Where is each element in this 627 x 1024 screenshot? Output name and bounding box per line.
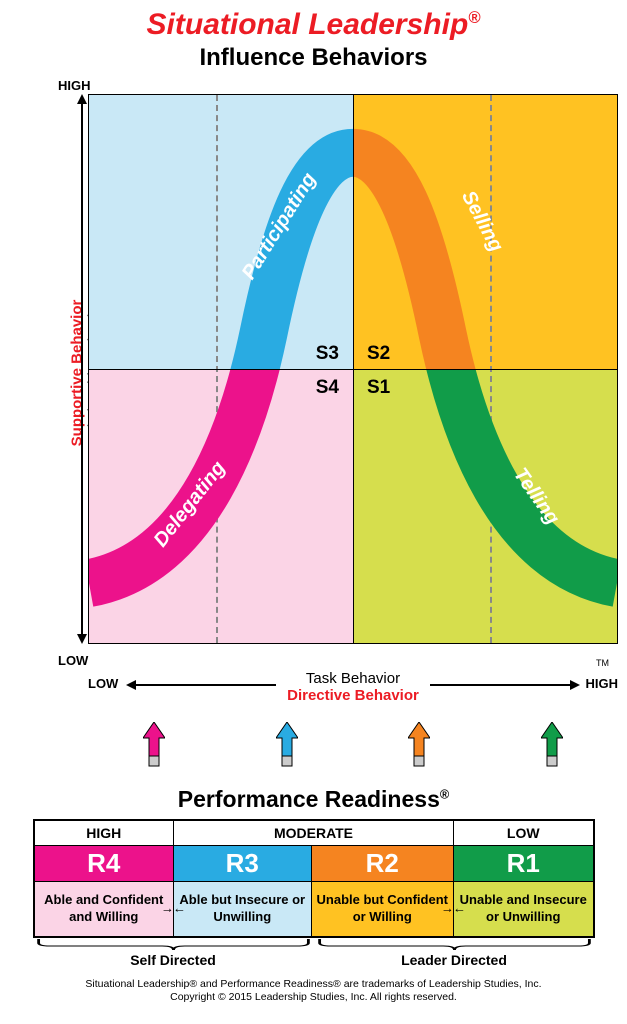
x-high-label: HIGH — [586, 676, 619, 691]
up-arrow-r1-icon — [541, 722, 563, 768]
arrow-left-icon: ← — [453, 900, 466, 917]
s4-code: S4 — [316, 377, 339, 399]
r2-desc: Unable but Confident or Willing→ — [311, 882, 453, 937]
x-axis-labels: LOW Task Behavior Directive Behavior HIG… — [88, 670, 618, 716]
brace-icon — [33, 938, 314, 950]
chart-area: HIGH LOW TM Supportive Behavior Relation… — [18, 78, 609, 668]
readiness-desc-row: Able and Confident and Willing→ ←Able bu… — [34, 882, 594, 937]
brace-icon — [314, 938, 595, 950]
main-title: Situational Leadership® — [18, 8, 609, 42]
head-high: HIGH — [34, 820, 174, 846]
footer-line1: Situational Leadership® and Performance … — [85, 978, 541, 990]
readiness-title: Performance Readiness® — [18, 786, 609, 813]
up-arrow-r4-icon — [143, 722, 165, 768]
arrow-left-icon: ← — [173, 900, 186, 917]
main-title-text: Situational Leadership — [147, 8, 469, 41]
x-arrow-right-icon — [430, 680, 580, 690]
s2-code: S2 — [367, 343, 390, 365]
readiness-header-row: HIGH MODERATE LOW — [34, 820, 594, 846]
y-high-label: HIGH — [58, 78, 91, 93]
grid-mid-vertical — [353, 95, 354, 643]
quadrant-grid: Participating Selling Delegating Telling… — [88, 94, 618, 644]
head-moderate: MODERATE — [174, 820, 454, 846]
readiness-code-row: R4 R3 R2 R1 — [34, 846, 594, 882]
r4-code: R4 — [34, 846, 174, 882]
y-axis-arrow-icon — [76, 94, 88, 644]
head-low: LOW — [453, 820, 593, 846]
readiness-table: HIGH MODERATE LOW R4 R3 R2 R1 Able and C… — [33, 819, 595, 938]
s1-code: S1 — [367, 377, 390, 399]
bracket-self: Self Directed — [33, 938, 314, 968]
up-arrows-row — [88, 722, 618, 768]
subtitle: Influence Behaviors — [18, 44, 609, 72]
up-arrow-r2-icon — [408, 722, 430, 768]
registered-icon: ® — [440, 787, 449, 801]
x-low-label: LOW — [88, 676, 118, 691]
footer-line2: Copyright © 2015 Leadership Studies, Inc… — [170, 991, 457, 1003]
r4-desc: Able and Confident and Willing→ — [34, 882, 174, 937]
r2-code: R2 — [311, 846, 453, 882]
x-arrow-left-icon — [126, 680, 276, 690]
up-arrow-r3-icon — [276, 722, 298, 768]
grid-wrap: Participating Selling Delegating Telling… — [88, 94, 618, 644]
brackets-row: Self Directed Leader Directed — [33, 938, 595, 968]
page: Situational Leadership® Influence Behavi… — [0, 0, 627, 1017]
r3-desc: ←Able but Insecure or Unwilling — [174, 882, 312, 937]
tm-mark: TM — [596, 658, 609, 668]
bracket-leader: Leader Directed — [314, 938, 595, 968]
r3-code: R3 — [174, 846, 312, 882]
x-directive: Directive Behavior — [287, 687, 419, 704]
x-task: Task Behavior — [306, 670, 400, 687]
registered-icon: ® — [468, 9, 480, 27]
r1-desc: ←Unable and Insecure or Unwilling — [453, 882, 593, 937]
s3-code: S3 — [316, 343, 339, 365]
r1-code: R1 — [453, 846, 593, 882]
y-low-label: LOW — [58, 653, 88, 668]
footer: Situational Leadership® and Performance … — [18, 978, 609, 1005]
